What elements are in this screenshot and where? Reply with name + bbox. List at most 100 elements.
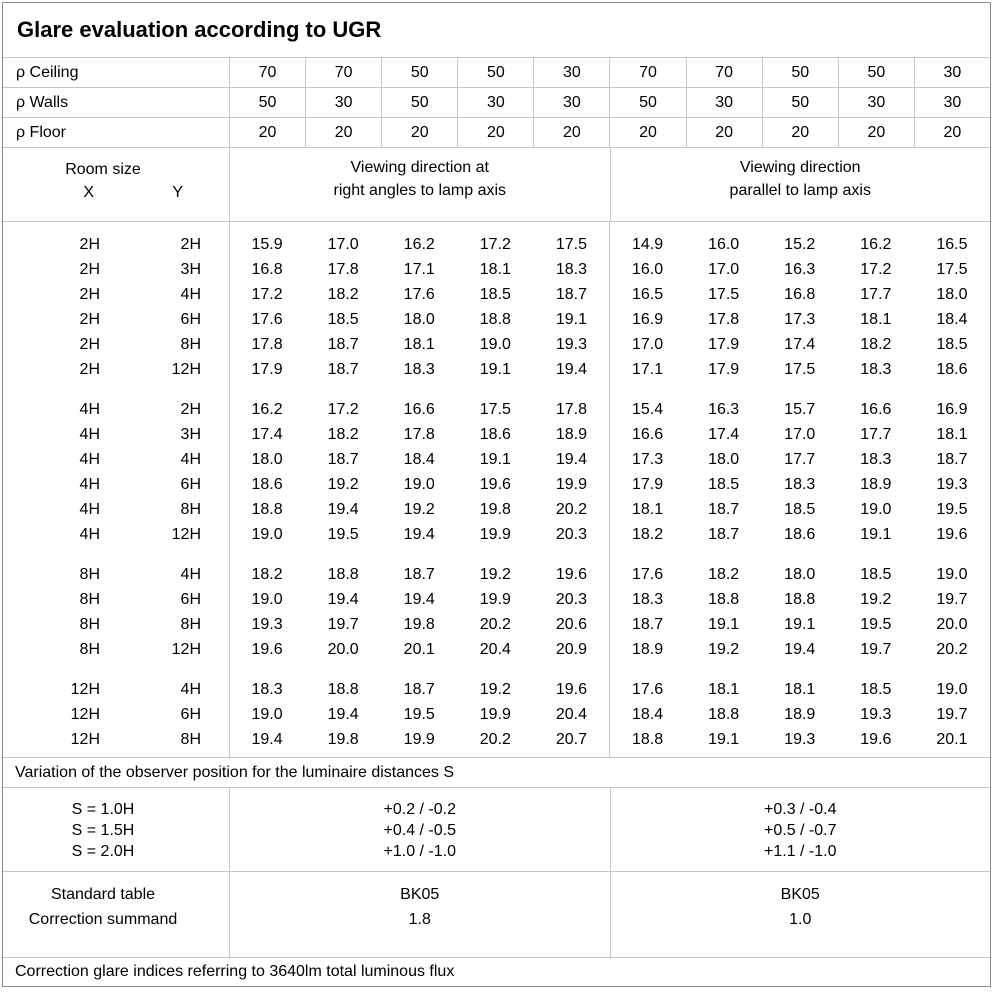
ugr-row: 12H 6H 19.0 19.4 19.5 19.9 20.4 18.4 18.8 18.9 19.… [3,702,990,727]
ugr-value: 17.9 [708,361,740,378]
ugr-value: 18.3 [784,476,816,493]
room-size-y: 12H [171,526,201,543]
variation-right-angles-value: +0.4 / -0.5 [383,822,457,839]
ugr-value: 17.2 [479,236,511,253]
ugr-value: 16.5 [936,236,968,253]
ugr-value: 18.3 [251,681,283,698]
ugr-value: 17.8 [555,401,587,418]
reflectance-row: ρ Ceiling 70 70 50 50 30 70 70 50 50 30 [3,58,990,88]
ugr-value: 18.1 [708,681,740,698]
ugr-value: 16.0 [708,236,740,253]
ugr-value: 18.0 [784,566,816,583]
ugr-value: 19.6 [251,641,283,658]
ugr-value: 19.0 [403,476,435,493]
reflectance-value: 30 [457,88,533,117]
ugr-value: 17.7 [860,286,892,303]
room-size-y: 6H [180,476,201,493]
reflectance-value: 30 [533,88,609,117]
room-size-x: 2H [79,236,100,253]
s-distance-labels: S = 1.0H S = 1.5H S = 2.0H [3,788,229,871]
ugr-value: 20.2 [479,616,511,633]
room-size-x: 8H [79,616,100,633]
ugr-value: 17.9 [708,336,740,353]
ugr-value: 18.3 [860,361,892,378]
ugr-value: 18.0 [403,311,435,328]
standard-table-row: Standard table Correction summand BK05 1.8… [3,872,990,958]
ugr-value: 20.3 [555,591,587,608]
ugr-value: 19.1 [479,451,511,468]
ugr-value: 19.5 [327,526,359,543]
ugr-value: 20.6 [555,616,587,633]
ugr-value: 18.9 [784,706,816,723]
ugr-value: 16.3 [708,401,740,418]
standard-right-angles-values: BK05 1.8 [229,872,610,957]
ugr-value: 18.3 [555,261,587,278]
ugr-value: 15.7 [784,401,816,418]
reflectance-value: 70 [685,58,762,87]
section-gap [3,662,990,677]
ugr-value: 18.1 [403,336,435,353]
room-size-y: 12H [171,641,201,658]
ugr-value: 19.8 [403,616,435,633]
ugr-value: 16.9 [631,311,664,328]
ugr-value: 16.6 [860,401,892,418]
ugr-value: 18.8 [708,706,740,723]
ugr-value: 18.9 [555,426,587,443]
ugr-value: 19.2 [327,476,359,493]
ugr-value: 18.7 [631,616,664,633]
reflectance-value: 50 [381,58,457,87]
ugr-value: 18.2 [708,566,740,583]
ugr-value: 18.1 [631,501,664,518]
ugr-value: 18.1 [860,311,892,328]
ugr-value: 19.9 [555,476,587,493]
ugr-value: 19.5 [936,501,968,518]
variation-parallel-value: +1.1 / -1.0 [764,843,837,860]
ugr-value: 20.2 [555,501,587,518]
ugr-value: 19.6 [479,476,511,493]
ugr-value: 18.9 [860,476,892,493]
ugr-value: 15.4 [631,401,664,418]
section-gap [3,382,990,397]
ugr-value: 18.8 [631,731,664,748]
variation-note: Variation of the observer position for t… [3,758,990,788]
s-distance-label: S = 1.5H [71,822,135,839]
column-headers: Room size X Y Viewing direction at right… [3,148,990,222]
ugr-value: 17.5 [784,361,816,378]
ugr-row: 4H 4H 18.0 18.7 18.4 19.1 19.4 17.3 18.0 17.7 18.3… [3,447,990,472]
header-line: parallel to lamp axis [729,182,871,199]
ugr-value: 18.1 [936,426,968,443]
room-size-x: 8H [79,641,100,658]
ugr-value: 19.5 [860,616,892,633]
ugr-value: 18.7 [555,286,587,303]
ugr-value: 20.2 [936,641,968,658]
ugr-value: 18.4 [403,451,435,468]
ugr-value: 19.0 [251,526,283,543]
ugr-value: 17.5 [936,261,968,278]
ugr-value: 19.0 [860,501,892,518]
ugr-value: 19.9 [479,706,511,723]
ugr-value: 18.3 [860,451,892,468]
ugr-value: 19.4 [403,591,435,608]
room-size-x: 4H [79,501,100,518]
ugr-value: 15.9 [251,236,283,253]
ugr-value: 19.4 [784,641,816,658]
ugr-value: 18.5 [860,681,892,698]
ugr-value: 19.3 [784,731,816,748]
ugr-value: 19.3 [555,336,587,353]
room-size-x: 12H [70,731,100,748]
ugr-value: 17.0 [784,426,816,443]
reflectance-row: ρ Walls 50 30 50 30 30 50 30 50 30 30 [3,88,990,118]
ugr-value: 17.9 [251,361,283,378]
ugr-value: 20.7 [555,731,587,748]
ugr-value: 19.5 [403,706,435,723]
room-y-label: Y [172,184,183,201]
ugr-value: 17.6 [631,566,664,583]
reflectance-value: 30 [913,58,990,87]
reflectance-value: 20 [457,118,533,147]
reflectance-value: 20 [913,118,990,147]
room-size-y: 8H [180,501,201,518]
header-line: right angles to lamp axis [333,182,507,199]
ugr-value: 16.2 [251,401,283,418]
ugr-value: 18.4 [936,311,968,328]
ugr-value: 19.1 [708,731,740,748]
